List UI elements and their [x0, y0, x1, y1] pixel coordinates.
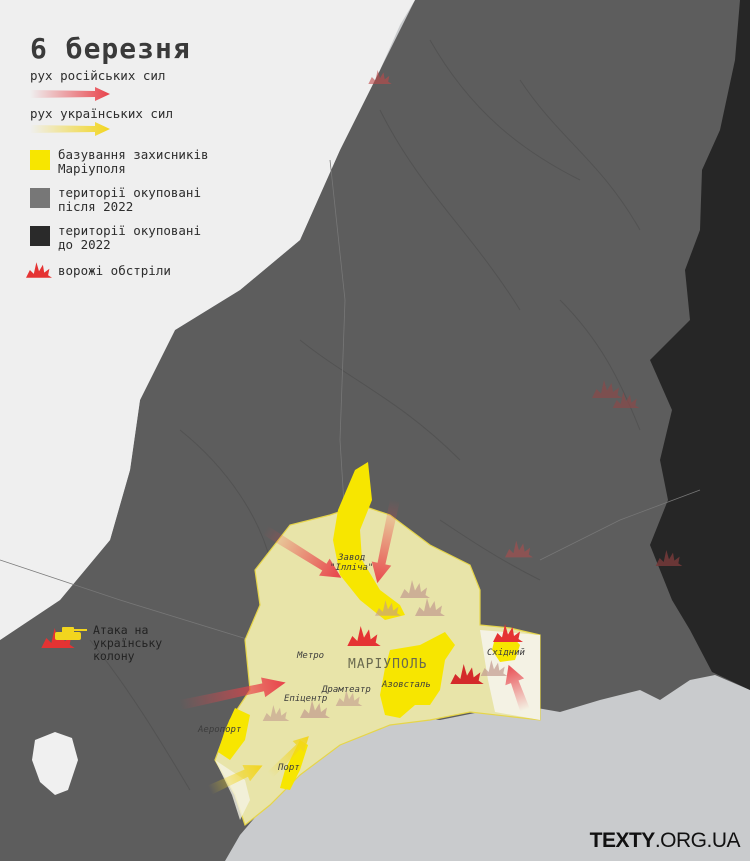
legend-label-shelling: ворожі обстріли — [58, 263, 171, 278]
legend-russian-arrow — [30, 87, 110, 101]
place-label-metro: Метро — [297, 651, 325, 661]
port-zone — [280, 740, 308, 790]
place-label-port: Порт — [278, 763, 300, 773]
zavod-illicha-zone — [333, 462, 405, 620]
texty-logo[interactable]: TEXTY.ORG.UA — [589, 829, 741, 853]
occupied-before-2022-area — [650, 0, 750, 690]
legend-ukrainian-arrow — [30, 122, 110, 136]
russian-arrow-4 — [505, 664, 530, 712]
airport-zone — [218, 708, 250, 760]
skhidnyi-zone — [492, 636, 520, 662]
city-label-mariupol: МАРІУПОЛЬ — [348, 657, 428, 672]
map-title: 6 березня — [30, 32, 191, 65]
russian-arrow-3 — [178, 677, 286, 710]
place-label-epicentr: Епіцентр — [284, 694, 328, 704]
legend-label-russian: рух російських сил — [30, 68, 166, 83]
logo-rest: .ORG.UA — [654, 829, 741, 852]
legend-label-occupied-after: території окуповані після 2022 — [58, 185, 201, 214]
place-label-skhidnyi: Східний — [487, 648, 525, 658]
city-block-southwest — [215, 760, 250, 820]
ukrainian-arrow-1 — [207, 764, 263, 795]
russian-arrows — [178, 498, 530, 712]
defenders-positions — [218, 462, 520, 790]
place-label-airport: Аеропорт — [198, 725, 242, 735]
legend-label-defenders: базування захисників Маріуполя — [58, 147, 209, 176]
azovstal-zone — [380, 632, 455, 718]
legend-occupied-after-swatch — [30, 188, 50, 208]
legend-defenders-swatch — [30, 150, 50, 170]
logo-bold: TEXTY — [589, 829, 656, 852]
place-label-dramteatr: Драмтеатр — [322, 685, 371, 695]
russian-arrow-2 — [371, 498, 400, 584]
western-enclave — [32, 732, 78, 795]
ukrainian-arrows — [207, 736, 309, 795]
place-label-azovstal: Азовсталь — [382, 680, 431, 690]
legend-label-occupied-before: території окуповані до 2022 — [58, 223, 201, 252]
legend-label-ukrainian: рух українських сил — [30, 106, 173, 121]
legend-occupied-before-swatch — [30, 226, 50, 246]
roads — [0, 159, 701, 641]
attack-column-marker — [41, 627, 87, 648]
terrain-relief — [89, 39, 641, 791]
attack-column-label: Атака на українську колону — [93, 623, 163, 663]
russian-arrow-1 — [262, 525, 342, 578]
place-label-zavod: Завод "Ілліча" — [330, 553, 374, 573]
legend-swatches — [26, 87, 110, 278]
ukrainian-arrow-2 — [267, 736, 309, 778]
free-territory-area — [0, 0, 415, 640]
